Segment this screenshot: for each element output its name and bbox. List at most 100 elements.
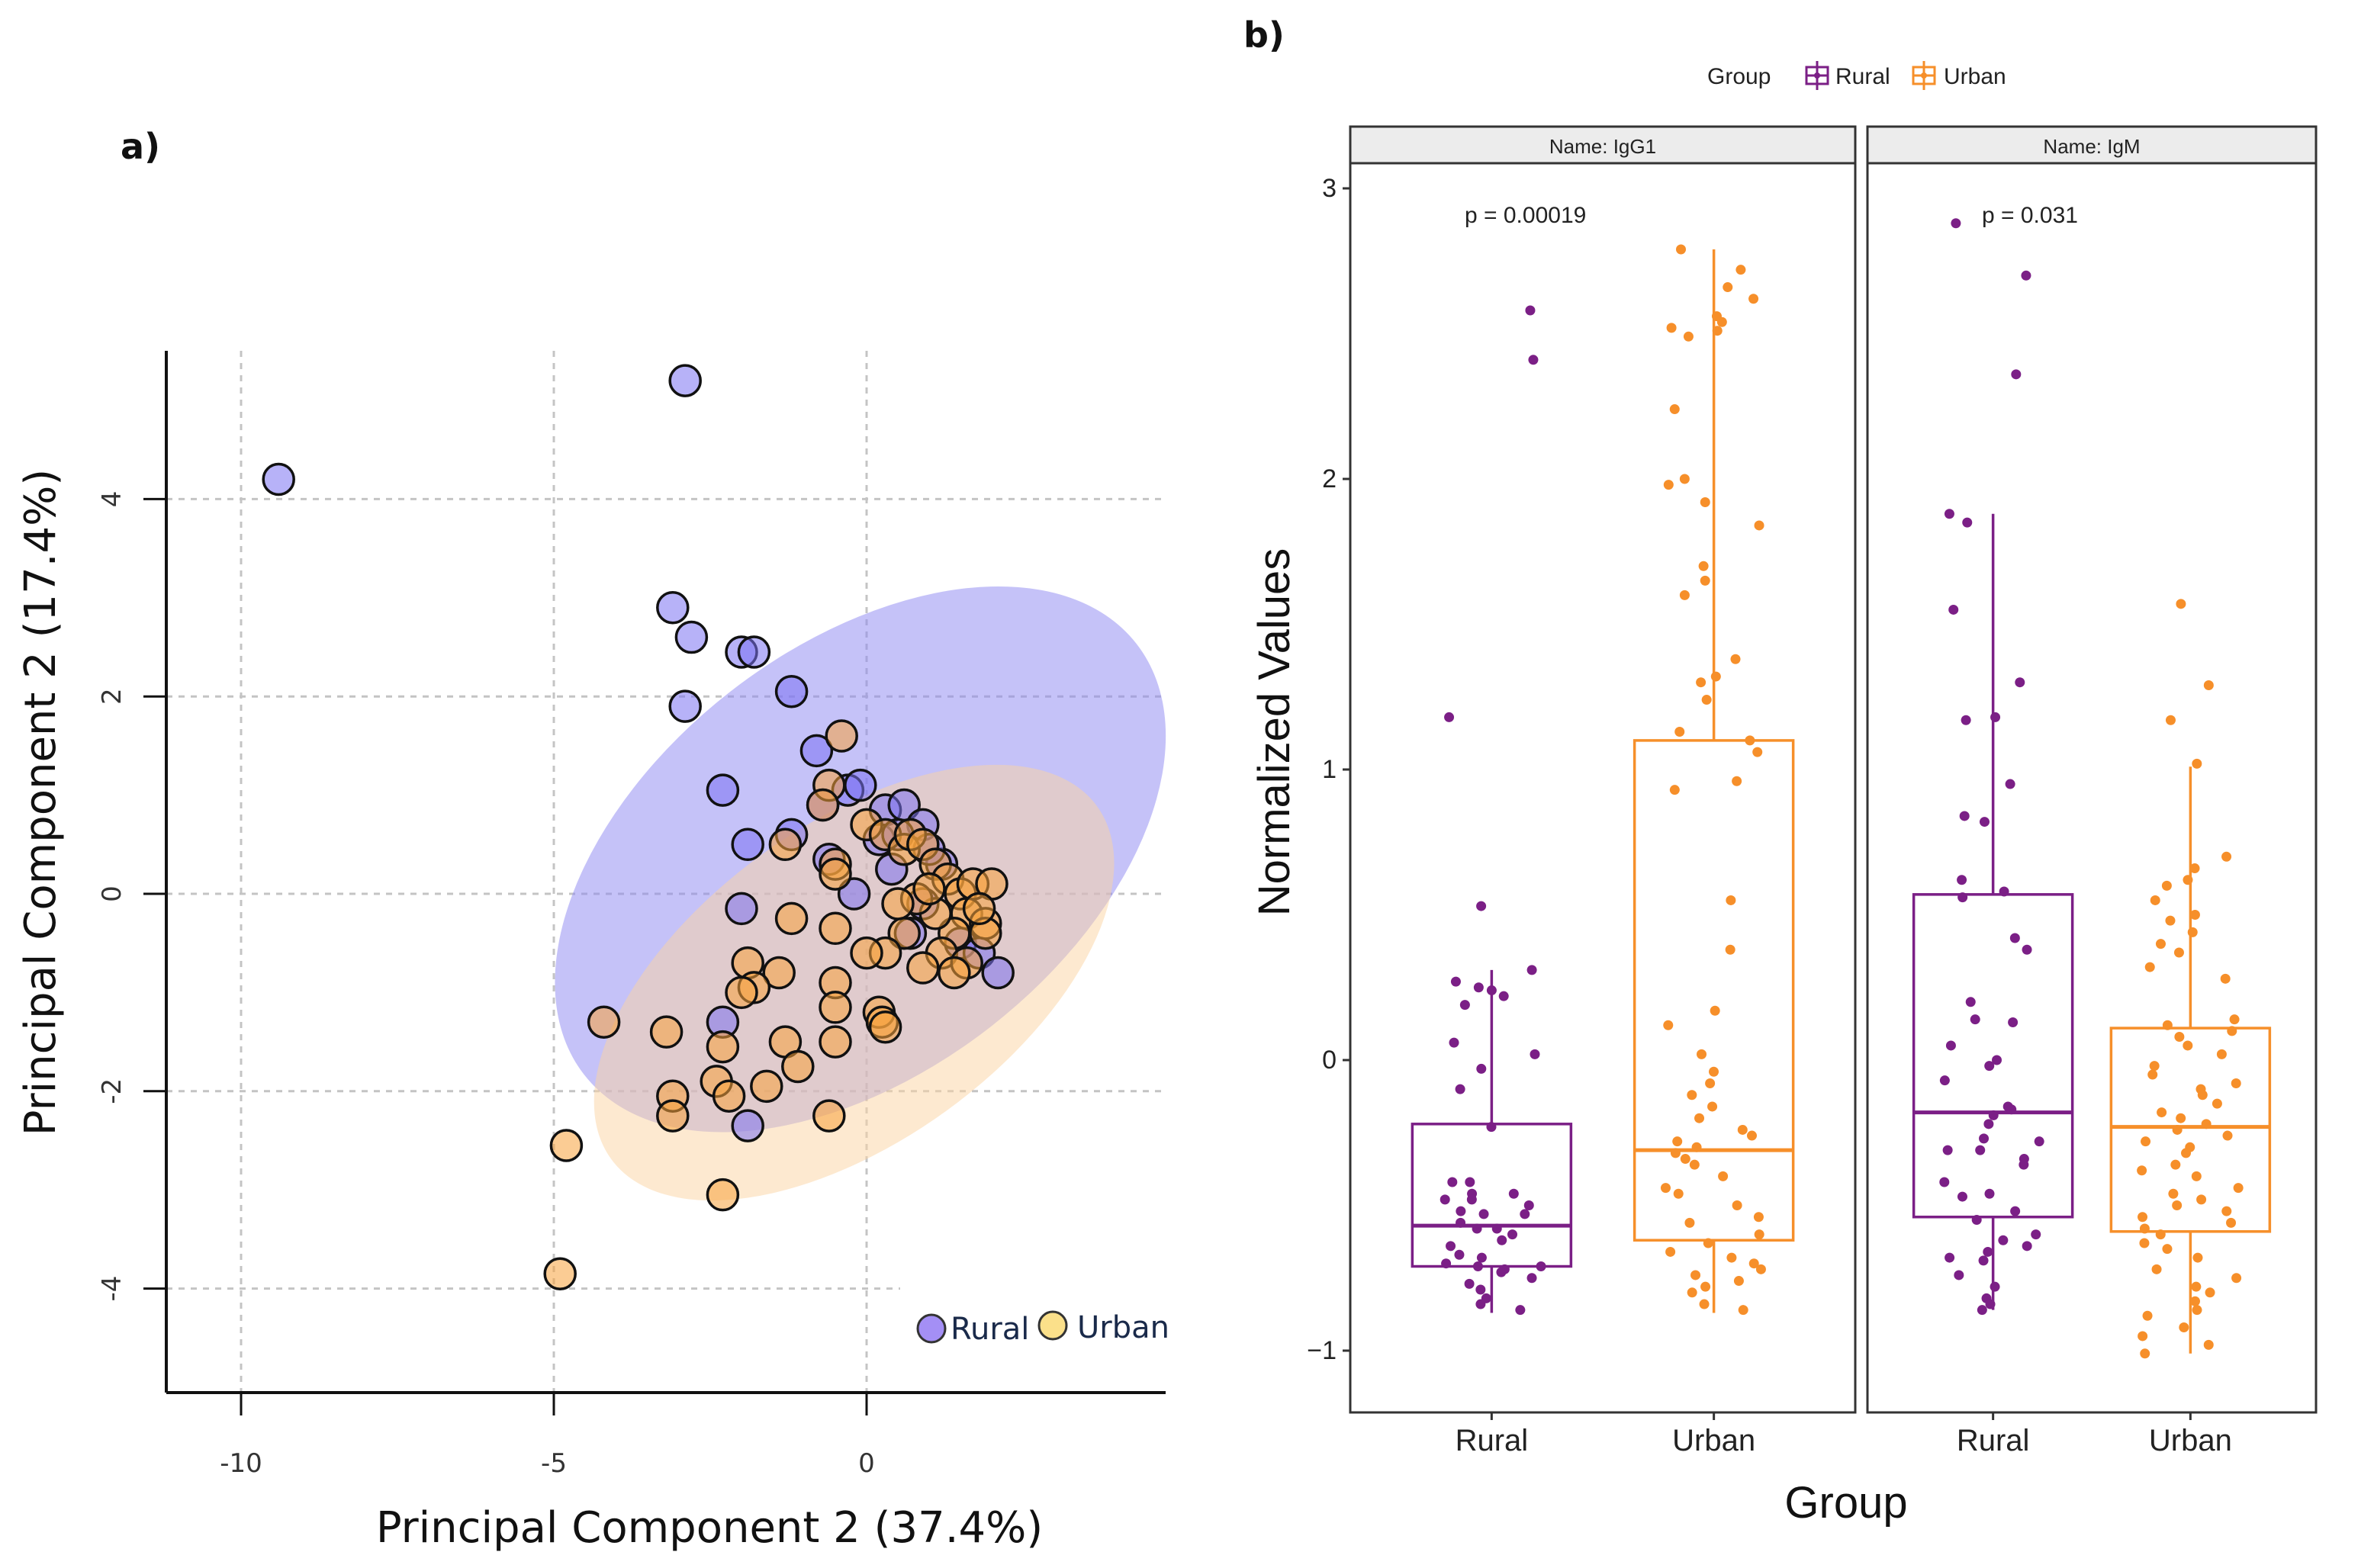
point-urban <box>881 887 915 921</box>
pca-x-axis-title: Principal Component 2 (37.4%) <box>376 1503 1043 1553</box>
legend-urban-label: Urban <box>1944 64 2006 89</box>
point-urban <box>768 827 803 862</box>
data-point-rural <box>1476 1252 1487 1263</box>
data-point-rural <box>1985 1299 1996 1309</box>
data-point-urban <box>1726 895 1736 905</box>
facet-strip-label: Name: IgG1 <box>1549 135 1656 158</box>
data-point-rural <box>1440 1194 1450 1205</box>
data-point-urban <box>2201 1119 2212 1129</box>
data-point-rural <box>1486 985 1497 996</box>
data-point-urban <box>1746 1130 1757 1141</box>
data-point-urban <box>1709 1066 1719 1077</box>
data-point-rural <box>1965 997 1976 1007</box>
point-urban <box>868 1010 902 1044</box>
point-urban <box>762 956 796 990</box>
box-iqr <box>2109 1027 2272 1233</box>
point-urban <box>819 857 852 891</box>
data-point-rural <box>1959 811 1970 821</box>
x-tick-label: Urban <box>1672 1424 1755 1457</box>
legend-rural-box-icon <box>1805 61 1829 90</box>
data-point-urban <box>1672 1136 1683 1147</box>
data-point-urban <box>2176 1113 2186 1123</box>
data-point-rural <box>2021 270 2031 281</box>
p-value-label: p = 0.00019 <box>1465 203 1586 228</box>
facet-name-igg1: Name: IgG1 p = 0.00019 Rural Urban <box>1349 125 1857 1457</box>
data-point-rural <box>1992 1055 2002 1065</box>
data-point-rural <box>1454 1249 1465 1260</box>
data-point-rural <box>1957 875 1967 885</box>
data-point-urban <box>1669 404 1680 415</box>
data-point-urban <box>1735 265 1746 275</box>
data-point-urban <box>1700 575 1710 586</box>
data-point-urban <box>2192 1305 2202 1316</box>
data-point-urban <box>1673 1188 1684 1199</box>
data-point-urban <box>2155 939 2166 949</box>
point-urban <box>656 1099 690 1133</box>
point-rural <box>706 773 740 807</box>
facet-strip-label: Name: IgM <box>2043 135 2140 158</box>
data-point-urban <box>2162 1020 2173 1030</box>
data-point-rural <box>1977 1305 1987 1316</box>
data-point-rural <box>1945 1252 1955 1263</box>
data-point-urban <box>1691 1142 1702 1152</box>
data-point-rural <box>1520 1209 1530 1219</box>
data-point-urban <box>2176 599 2186 609</box>
data-point-urban <box>2165 715 2176 725</box>
data-point-urban <box>2233 1183 2244 1194</box>
data-point-urban <box>1710 671 1721 682</box>
data-point-urban <box>1745 735 1755 746</box>
data-point-urban <box>1663 480 1674 490</box>
data-point-rural <box>1475 1284 1486 1295</box>
data-point-urban <box>1694 1113 1705 1123</box>
data-point-urban <box>1665 1246 1676 1257</box>
data-point-rural <box>1939 1177 1950 1187</box>
facet-name-igm: Name: IgM p = 0.031 Rural Urban <box>1866 125 2318 1457</box>
data-point-rural <box>1507 1229 1518 1240</box>
data-point-urban <box>1683 331 1694 342</box>
data-point-rural <box>1525 305 1536 316</box>
panel-a-label: a) <box>121 126 160 167</box>
data-point-rural <box>1945 1040 1956 1051</box>
point-urban <box>938 956 971 990</box>
data-point-rural <box>1486 1122 1497 1133</box>
data-point-urban <box>2227 1026 2237 1036</box>
x-tick-label: Rural <box>1957 1424 2030 1457</box>
point-urban <box>806 788 840 822</box>
data-point-rural <box>1970 1014 1980 1025</box>
data-point-rural <box>1515 1305 1526 1316</box>
data-point-urban <box>2147 1069 2158 1080</box>
data-point-urban <box>1670 1148 1681 1158</box>
data-point-rural <box>1446 1241 1456 1252</box>
data-point-urban <box>2151 1264 2162 1274</box>
pca-y-tick-label: 2 <box>97 688 127 705</box>
data-point-urban <box>2138 1212 2148 1223</box>
pca-y-tick-label: -4 <box>97 1276 127 1302</box>
data-point-urban <box>1669 785 1680 795</box>
data-point-rural <box>2015 677 2025 688</box>
data-point-urban <box>2170 1159 2181 1170</box>
data-point-rural <box>1498 991 1509 1001</box>
data-point-rural <box>1475 1299 1486 1309</box>
data-point-rural <box>1456 1206 1466 1216</box>
data-point-rural <box>1979 817 1990 827</box>
data-point-urban <box>2149 1061 2160 1072</box>
data-point-rural <box>1476 1063 1487 1074</box>
data-point-rural <box>2031 1229 2041 1240</box>
point-urban <box>906 951 940 985</box>
data-point-urban <box>2173 947 2184 958</box>
data-point-urban <box>2139 1223 2150 1234</box>
data-point-urban <box>2216 1049 2227 1059</box>
data-point-urban <box>1666 323 1677 333</box>
data-point-urban <box>2144 962 2155 972</box>
point-urban <box>649 1015 684 1049</box>
point-rural <box>731 1109 764 1142</box>
point-urban <box>819 911 852 946</box>
data-point-rural <box>1979 1133 1990 1144</box>
data-point-rural <box>1988 1110 1999 1120</box>
data-point-urban <box>2220 973 2231 984</box>
panel-a-pca-scatter: a) -10 -5 0 -4 -2 0 2 4 Principal Component 2 … <box>16 126 1169 1553</box>
data-point-rural <box>2006 1104 2017 1115</box>
data-point-rural <box>1999 886 2009 897</box>
pca-x-tick-label: 0 <box>858 1448 875 1479</box>
point-rural <box>737 635 771 669</box>
